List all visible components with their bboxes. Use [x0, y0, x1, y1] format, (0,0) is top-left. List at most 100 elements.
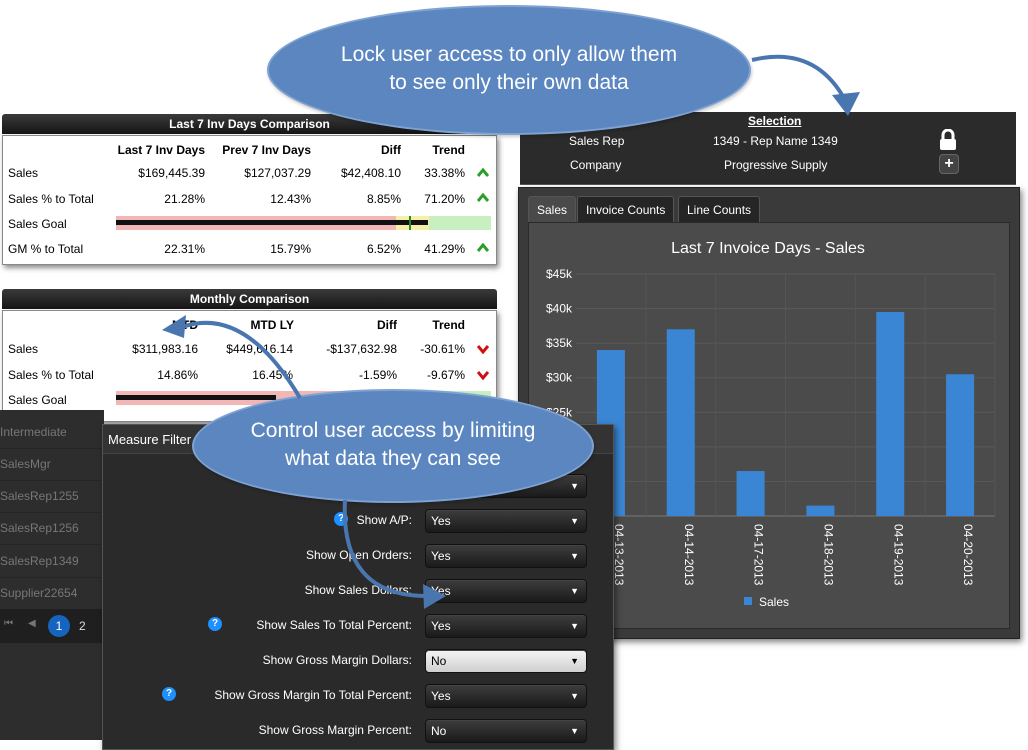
- row-value: 12.43%: [270, 192, 311, 206]
- user-list-item[interactable]: SalesRep1255: [0, 480, 104, 513]
- row-value: 22.31%: [164, 242, 205, 256]
- selection-value: Progressive Supply: [724, 158, 828, 172]
- option-select-value: Yes: [431, 689, 451, 703]
- tab-line-counts[interactable]: Line Counts: [678, 196, 761, 223]
- add-icon[interactable]: +: [939, 154, 959, 174]
- selection-value: 1349 - Rep Name 1349: [713, 134, 838, 148]
- chevron-down-icon: ▼: [570, 551, 579, 561]
- option-select[interactable]: Yes ▼: [425, 509, 587, 533]
- goal-label: Sales Goal: [8, 393, 67, 407]
- chevron-down-icon: ▼: [570, 481, 579, 491]
- row-value: 21.28%: [164, 192, 205, 206]
- last7-panel: Last 7 Inv Days Prev 7 Inv Days Diff Tre…: [2, 135, 497, 265]
- option-select-value: No: [431, 724, 447, 738]
- help-icon[interactable]: ?: [334, 512, 348, 526]
- option-label: Show Sales Dollars:: [304, 583, 412, 597]
- col-header: Trend: [432, 143, 465, 157]
- x-tick-label: 04-20-2013: [961, 524, 975, 586]
- col-header: Trend: [432, 318, 465, 332]
- row-label: Sales: [8, 342, 39, 356]
- x-tick-label: 04-18-2013: [821, 524, 835, 586]
- option-select[interactable]: Yes ▼: [425, 684, 587, 708]
- option-select-value: Yes: [431, 549, 451, 563]
- row-value: 41.29%: [424, 242, 465, 256]
- user-list-item[interactable]: Intermediate: [0, 416, 104, 449]
- user-list-item[interactable]: SalesMgr: [0, 448, 104, 481]
- trend-down-icon: [477, 371, 489, 380]
- row-value: 8.85%: [366, 192, 401, 206]
- bar[interactable]: [876, 312, 905, 516]
- row-label: Sales % to Total: [8, 368, 94, 382]
- option-select[interactable]: Yes ▼: [425, 614, 587, 638]
- row-value: 33.38%: [424, 166, 465, 180]
- option-select-value: Yes: [431, 619, 451, 633]
- lock-icon[interactable]: [939, 129, 957, 151]
- col-header: Diff: [377, 318, 397, 332]
- row-value: $311,983.16: [132, 342, 198, 356]
- row-label: GM % to Total: [8, 242, 84, 256]
- trend-up-icon: [477, 193, 489, 202]
- row-label: Sales: [8, 166, 39, 180]
- bar[interactable]: [666, 329, 695, 516]
- row-value: 16.45%: [252, 368, 293, 382]
- row-value: $449,616.14: [226, 342, 293, 356]
- trend-up-icon: [477, 168, 489, 177]
- option-label: Show Open Orders:: [305, 548, 412, 562]
- tab-invoice-counts[interactable]: Invoice Counts: [577, 196, 675, 223]
- pager: ⏮ ◀ 1 2: [0, 609, 104, 643]
- goal-label: Sales Goal: [8, 217, 67, 231]
- bar[interactable]: [806, 505, 835, 516]
- tab-sales[interactable]: Sales: [528, 196, 577, 223]
- row-value: 14.86%: [157, 368, 198, 382]
- help-icon[interactable]: ?: [208, 617, 222, 631]
- bar[interactable]: [736, 471, 765, 516]
- option-label: Show Gross Margin Percent:: [258, 723, 412, 737]
- row-value: $127,037.29: [244, 166, 311, 180]
- first-page-icon[interactable]: ⏮: [4, 618, 13, 629]
- row-value: $169,445.39: [138, 166, 205, 180]
- chevron-down-icon: ▼: [570, 656, 579, 666]
- user-list-item[interactable]: SalesRep1256: [0, 512, 104, 545]
- chevron-down-icon: ▼: [570, 516, 579, 526]
- row-value: -1.59%: [358, 368, 397, 382]
- trend-down-icon: [477, 345, 489, 354]
- monthly-title: Monthly Comparison: [2, 289, 497, 309]
- prev-page-icon[interactable]: ◀: [28, 618, 36, 629]
- y-tick-label: $45k: [546, 267, 573, 281]
- callout-line: to see only their own data: [389, 71, 629, 94]
- callout-line: what data they can see: [285, 447, 501, 470]
- bar[interactable]: [946, 374, 975, 516]
- page-button-active[interactable]: 1: [48, 615, 70, 637]
- option-select[interactable]: No ▼: [425, 649, 587, 673]
- dialog-title: Measure Filter: [108, 432, 192, 447]
- legend-swatch: [744, 597, 752, 605]
- col-header: MTD LY: [250, 318, 294, 332]
- help-icon[interactable]: ?: [162, 687, 176, 701]
- option-label: Show A/P:: [356, 513, 412, 527]
- option-select[interactable]: Yes ▼: [425, 579, 587, 603]
- x-tick-label: 04-14-2013: [682, 524, 696, 586]
- trend-up-icon: [477, 243, 489, 252]
- chevron-down-icon: ▼: [570, 586, 579, 596]
- y-tick-label: $40k: [546, 302, 573, 316]
- chevron-down-icon: ▼: [570, 621, 579, 631]
- col-header: Last 7 Inv Days: [117, 143, 205, 157]
- option-label: Show Sales To Total Percent:: [256, 618, 412, 632]
- option-select-value: No: [431, 654, 447, 668]
- row-value: 15.79%: [270, 242, 311, 256]
- selection-title: Selection: [748, 114, 802, 128]
- row-value: 71.20%: [424, 192, 465, 206]
- page-button[interactable]: 2: [79, 619, 86, 633]
- callout-control-access: Control user access by limiting what dat…: [192, 389, 594, 503]
- option-select[interactable]: Yes ▼: [425, 544, 587, 568]
- user-list-item[interactable]: SalesRep1349: [0, 545, 104, 578]
- option-select-value: Yes: [431, 584, 451, 598]
- x-tick-label: 04-17-2013: [752, 524, 766, 586]
- selection-label: Company: [570, 158, 622, 172]
- row-value: -30.61%: [420, 342, 465, 356]
- y-tick-label: $35k: [546, 336, 573, 350]
- option-select[interactable]: No ▼: [425, 719, 587, 743]
- x-tick-label: 04-19-2013: [891, 524, 905, 586]
- user-list-item[interactable]: Supplier22654: [0, 577, 104, 610]
- callout-line: Control user access by limiting: [250, 419, 536, 442]
